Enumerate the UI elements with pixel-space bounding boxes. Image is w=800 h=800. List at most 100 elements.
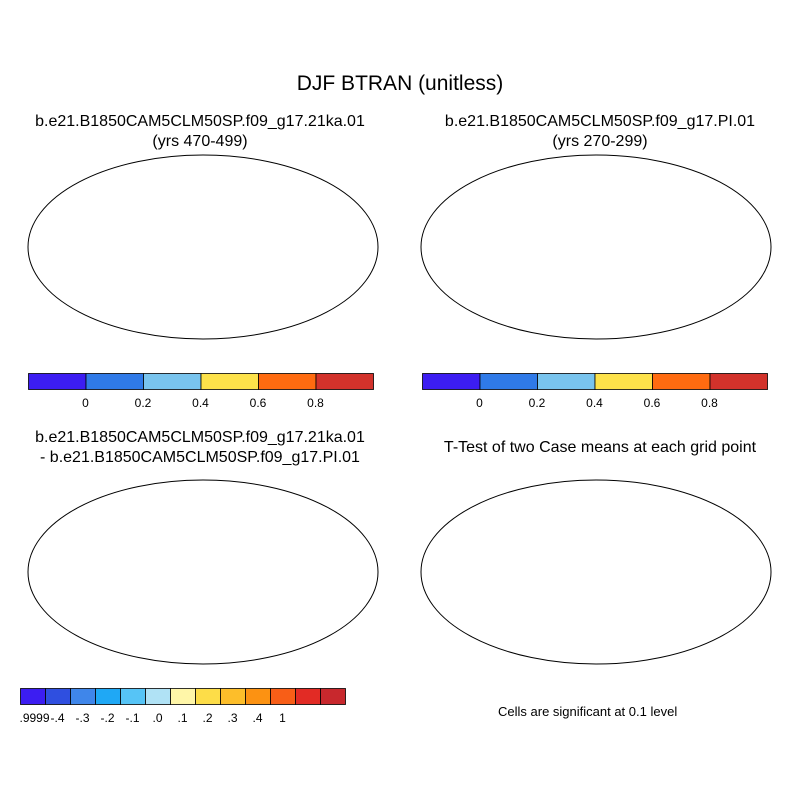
panel-diff-title-line2: - b.e21.B1850CAM5CLM50SP.f09_g17.PI.01 [40,449,360,466]
landmass-greenland [165,157,195,183]
colorbar-label: -.3 [75,711,89,725]
landmass-madagascar [646,269,652,285]
panel-diff-title: b.e21.B1850CAM5CLM50SP.f09_g17.21ka.01 -… [0,428,400,468]
landmass-africa [566,215,644,301]
landmass-antarctica [28,644,378,672]
map-case2 [420,154,772,347]
globe-outline [420,479,772,665]
colorbar-label: 0.8 [307,396,324,410]
landmass-australia [317,265,367,301]
landmass-eurasia [576,480,756,566]
panel-case2-title-line2: (yrs 270-299) [552,133,648,150]
landmass-indonesia [692,251,728,263]
panel-case1-title-line1: b.e21.B1850CAM5CLM50SP.f09_g17.21ka.01 [35,113,365,130]
colorbar-box [143,373,202,390]
colorbar-label: 0.6 [644,396,661,410]
landmass-samerica [111,233,173,327]
colorbar-label: 0.4 [192,396,209,410]
colorbar-box [652,373,711,390]
colorbar-label: 0.6 [250,396,267,410]
panel-case2-title-line1: b.e21.B1850CAM5CLM50SP.f09_g17.PI.01 [444,113,756,130]
colorbar-box [245,688,271,705]
panel-ttest-title-line1: T-Test of two Case means at each grid po… [443,439,757,456]
colorbar-case2: 0 0.2 0.4 0.6 0.8 [422,373,768,410]
colorbar-box [479,373,538,390]
colorbar-box [145,688,171,705]
colorbar-box [45,688,71,705]
landmass-antarctica [28,319,378,347]
colorbar-label: 0 [476,396,483,410]
landmass-samerica [504,558,566,652]
colorbar-box [120,688,146,705]
colorbar-box [537,373,596,390]
panel-case1-title: b.e21.B1850CAM5CLM50SP.f09_g17.21ka.01 (… [0,112,400,152]
colorbar-box [594,373,653,390]
colorbar-box [270,688,296,705]
panel-diff-title-line1: b.e21.B1850CAM5CLM50SP.f09_g17.21ka.01 [35,429,365,446]
landmass-madagascar [253,269,259,285]
colorbar-label: 0.2 [529,396,546,410]
colorbar-label: .4 [252,711,262,725]
colorbar-label: 1 [279,711,286,725]
colorbar-diff: -.9999-.4 -.3 -.2 -.1 .0 .1 .2 .3 .4 1 [20,688,346,725]
globe-outline [420,154,772,340]
colorbar-label: .3 [227,711,237,725]
colorbar-box [709,373,768,390]
colorbar-label: -.2 [100,711,114,725]
colorbar-box [320,688,346,705]
landmass-africa [173,540,251,626]
landmass-africa [566,540,644,626]
colorbar-box [258,373,317,390]
landmass-australia [710,590,760,626]
colorbar-label: -.9999 [20,711,50,725]
landmass-antarctica [421,644,771,672]
panel-ttest-title: T-Test of two Case means at each grid po… [400,438,800,458]
landmass-eurasia [183,480,363,566]
colorbar-box [220,688,246,705]
colorbar-box [195,688,221,705]
colorbar-label: 0.4 [586,396,603,410]
colorbar-label: .2 [202,711,212,725]
map-case1 [27,154,379,347]
map-ttest [420,479,772,672]
panel-case2-title: b.e21.B1850CAM5CLM50SP.f09_g17.PI.01 (yr… [400,112,800,152]
colorbar-box [85,373,144,390]
landmass-greenland [558,482,588,508]
figure-title: DJF BTRAN (unitless) [296,72,504,95]
colorbar-label: 0.8 [701,396,718,410]
globe-outline [27,479,379,665]
colorbar-label: .1 [177,711,187,725]
colorbar-label: .0 [152,711,162,725]
landmass-eurasia [576,155,756,241]
colorbar-label: -.4 [50,711,64,725]
panel-case1-title-line2: (yrs 470-499) [152,133,248,150]
colorbar-box [295,688,321,705]
landmass-eurasia [183,155,363,241]
colorbar-label: 0 [82,396,89,410]
globe-outline [27,154,379,340]
colorbar-box [200,373,259,390]
colorbar-label: 0.2 [135,396,152,410]
colorbar-box [70,688,96,705]
landmass-australia [317,590,367,626]
landmass-australia [710,265,760,301]
landmass-samerica [111,558,173,652]
colorbar-case1: 0 0.2 0.4 0.6 0.8 [28,373,374,410]
landmass-indonesia [299,576,335,588]
landmass-madagascar [646,594,652,610]
colorbar-box [422,373,481,390]
landmass-indonesia [299,251,335,263]
colorbar-box [20,688,46,705]
significance-note: Cells are significant at 0.1 level [498,704,678,719]
landmass-madagascar [253,594,259,610]
landmass-indonesia [692,576,728,588]
colorbar-box [315,373,374,390]
landmass-antarctica [421,319,771,347]
colorbar-box [28,373,87,390]
colorbar-box [170,688,196,705]
landmass-greenland [558,157,588,183]
landmass-africa [173,215,251,301]
landmass-samerica [504,233,566,327]
colorbar-box [95,688,121,705]
